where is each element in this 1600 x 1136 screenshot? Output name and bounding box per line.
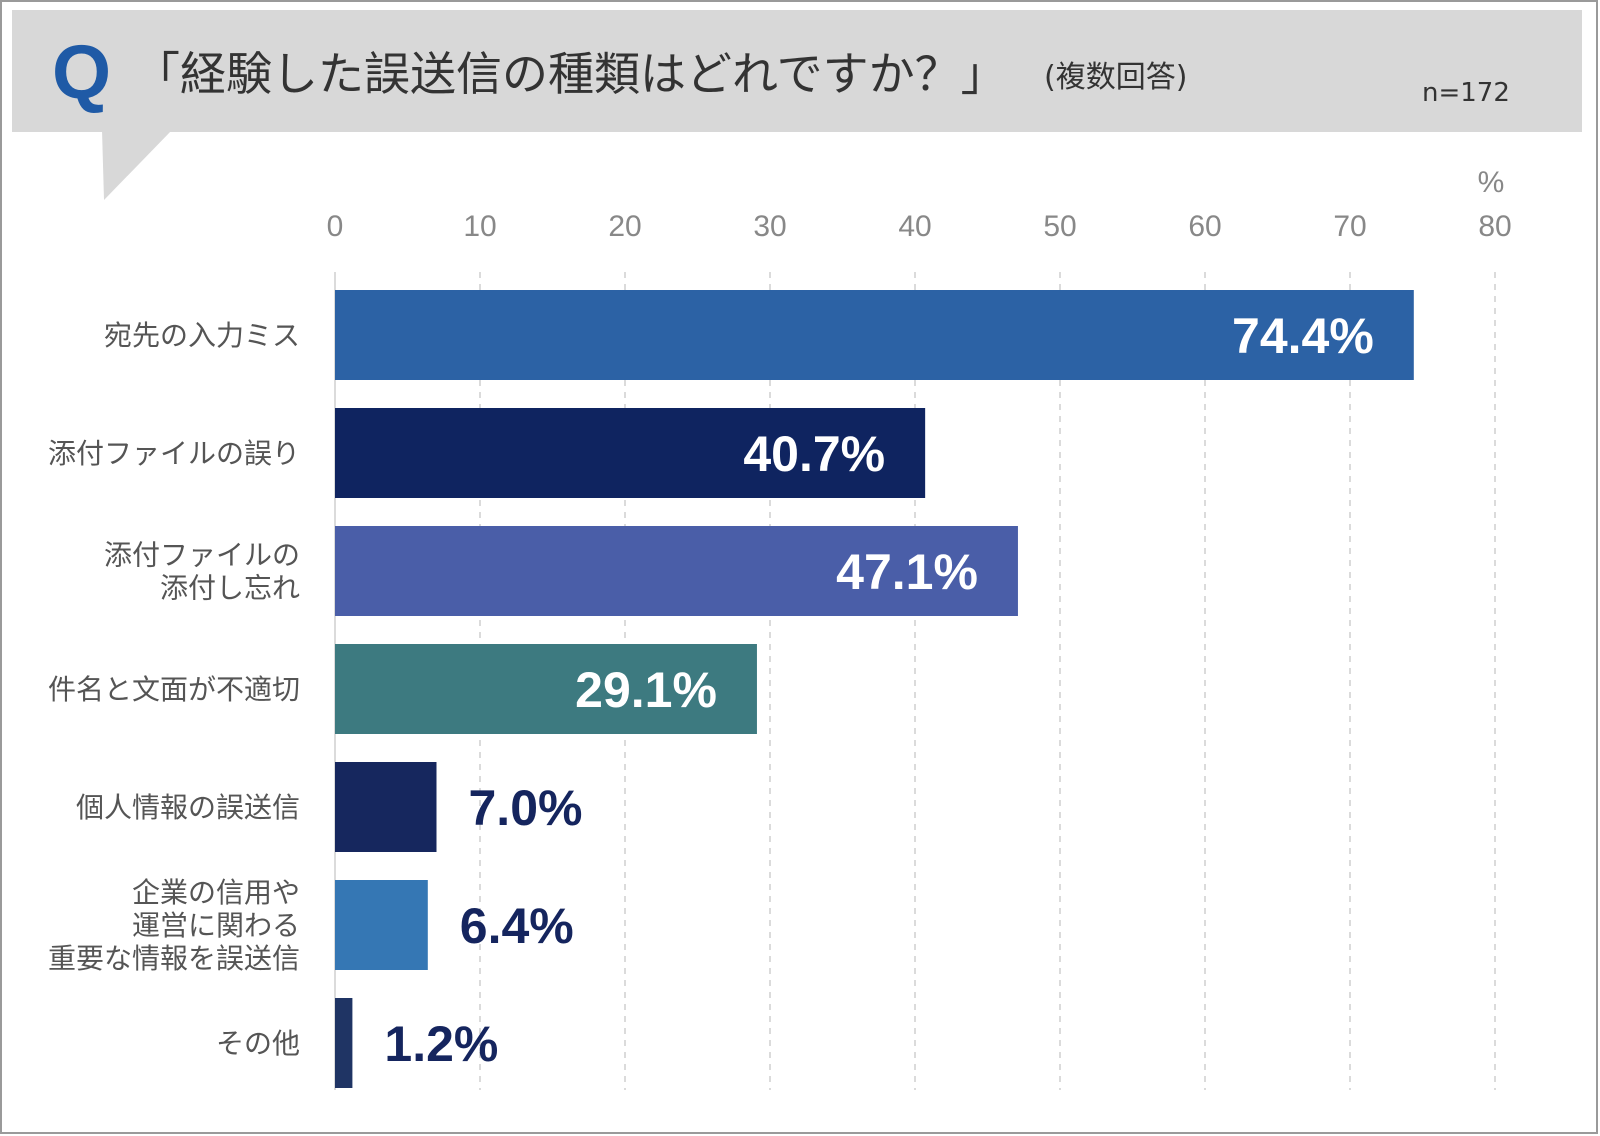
category-label: 重要な情報を誤送信 (48, 942, 300, 975)
sample-size: n=172 (1422, 78, 1510, 108)
data-label: 40.7% (743, 426, 885, 482)
bar (335, 408, 926, 498)
bar (335, 762, 437, 852)
bubble-tail (102, 130, 172, 200)
data-label: 1.2% (384, 1016, 498, 1072)
x-tick-label: 10 (463, 210, 496, 243)
x-tick-label: 0 (327, 210, 344, 243)
x-tick-label: 70 (1333, 210, 1366, 243)
question-title: 「経験した誤送信の種類はどれですか？」 (134, 47, 1007, 101)
category-label: 添付し忘れ (160, 572, 300, 605)
x-tick-label: 50 (1043, 210, 1076, 243)
category-label: 個人情報の誤送信 (76, 791, 300, 824)
category-label: 件名と文面が不適切 (48, 673, 300, 706)
bar (335, 526, 1018, 616)
q-mark: Q (52, 30, 112, 115)
x-tick-label: 30 (753, 210, 786, 243)
data-label: 6.4% (460, 898, 574, 954)
category-label: 添付ファイルの (104, 539, 300, 572)
category-label: 添付ファイルの誤り (48, 437, 300, 470)
bar (335, 880, 428, 970)
category-label: 宛先の入力ミス (104, 319, 300, 352)
multiple-answer-note: (複数回答) (1044, 60, 1188, 95)
category-label: 運営に関わる (132, 909, 300, 942)
data-label: 47.1% (836, 544, 978, 600)
x-tick-label: 60 (1188, 210, 1221, 243)
bar (335, 290, 1414, 380)
bar (335, 998, 353, 1088)
data-label: 74.4% (1232, 308, 1374, 364)
bar (335, 644, 757, 734)
data-label: 7.0% (469, 780, 583, 836)
x-tick-label: 80 (1478, 210, 1511, 243)
category-label: その他 (216, 1027, 300, 1060)
x-tick-label: 40 (898, 210, 931, 243)
data-label: 29.1% (575, 662, 717, 718)
x-tick-label: 20 (608, 210, 641, 243)
category-label: 企業の信用や (132, 876, 300, 909)
axis-unit-label: % (1478, 166, 1505, 199)
question-bubble (12, 10, 1582, 132)
